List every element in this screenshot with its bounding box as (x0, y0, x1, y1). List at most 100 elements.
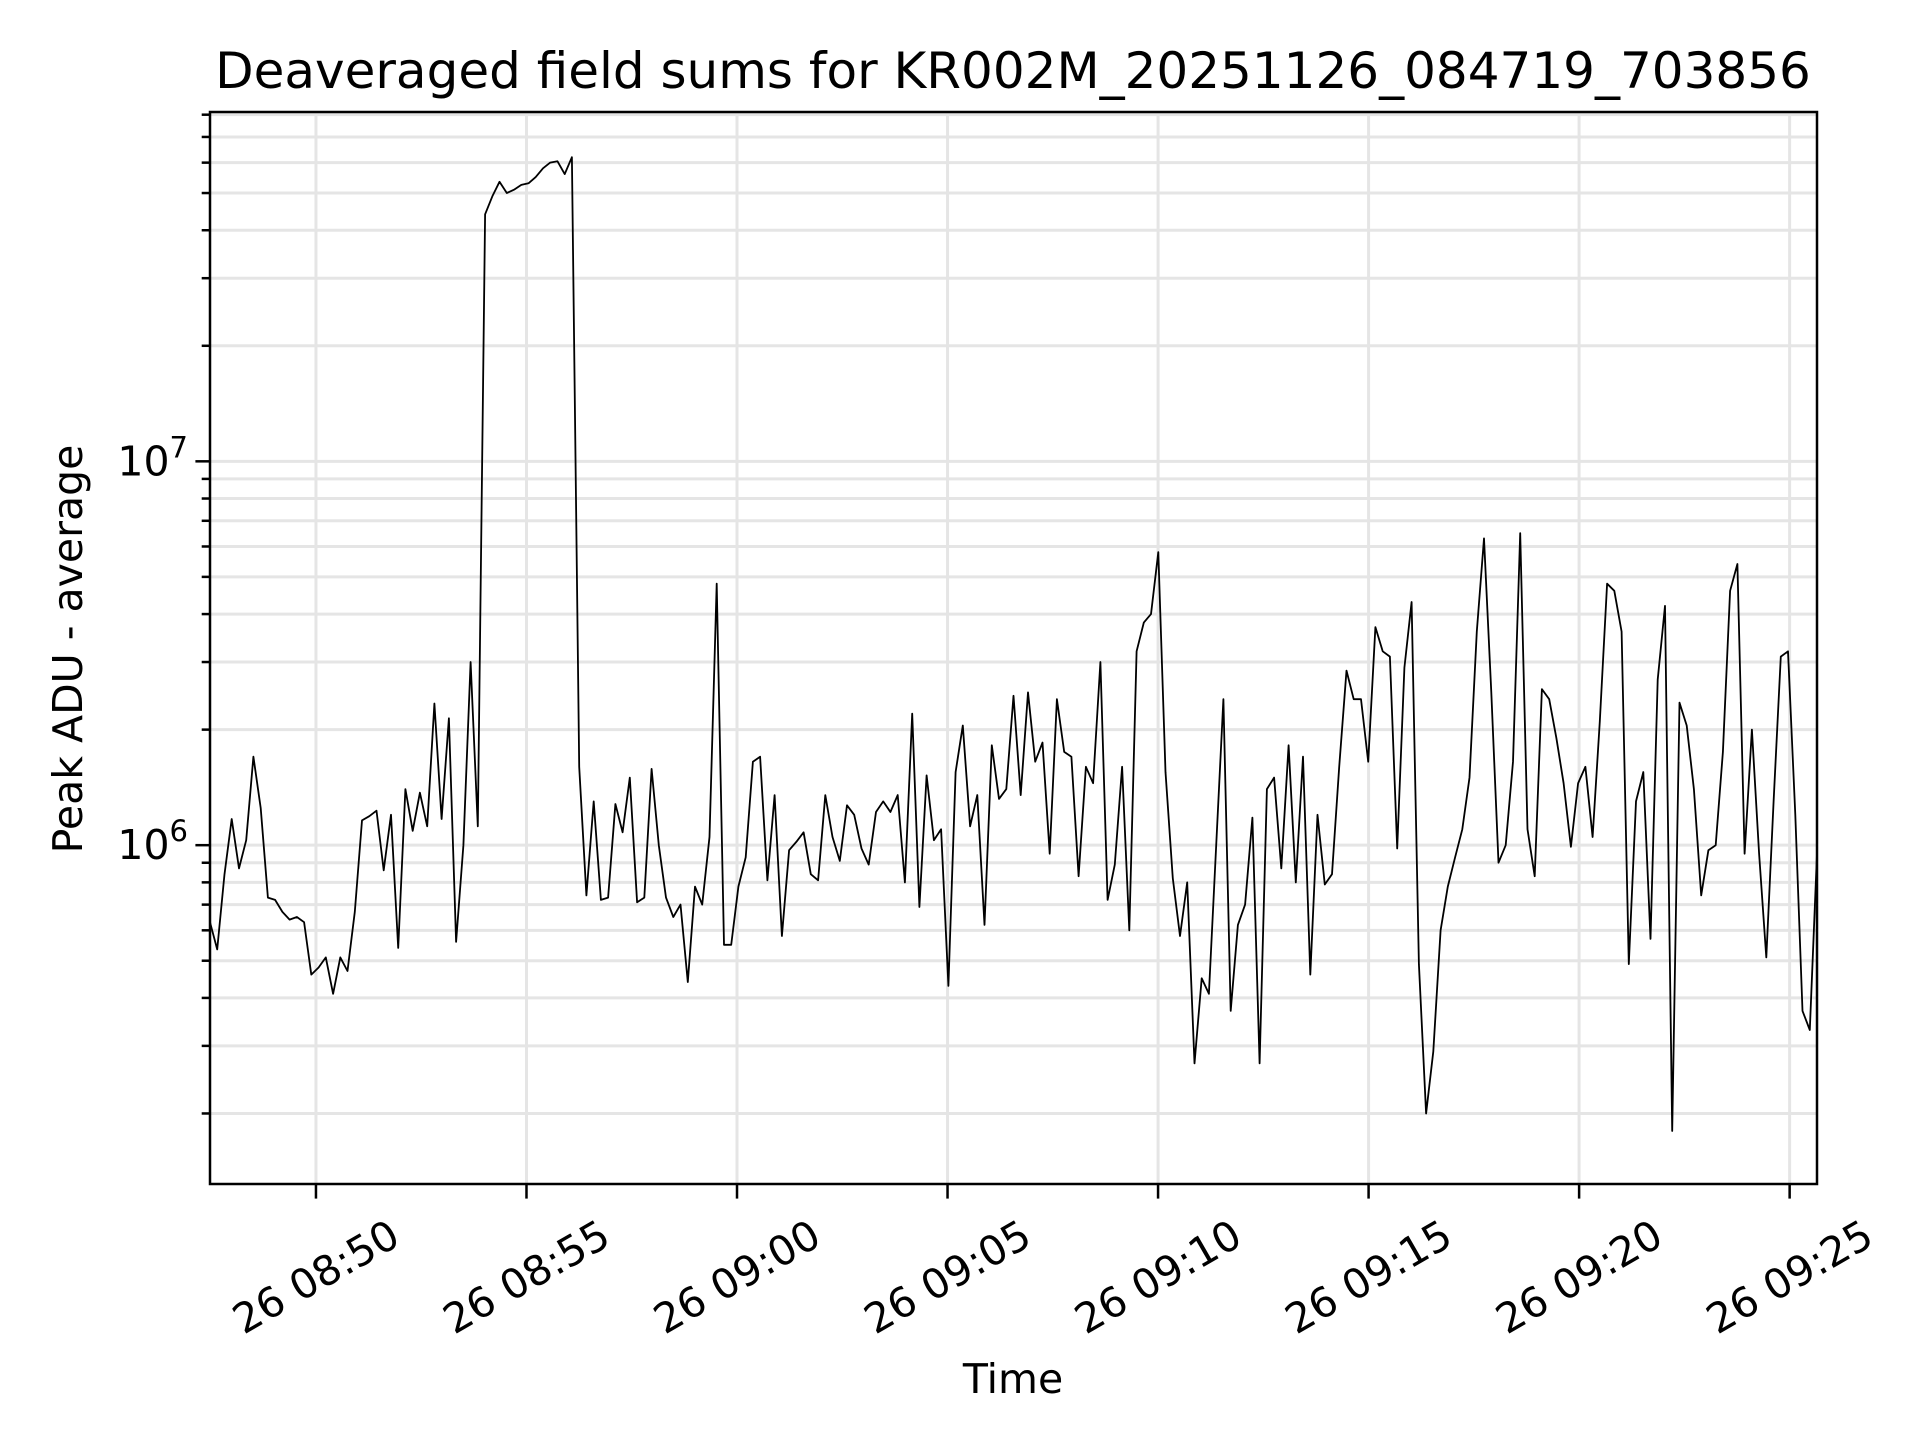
data-point (1454, 856, 1456, 858)
data-point (1403, 667, 1405, 669)
data-point (1548, 698, 1550, 700)
data-point (1599, 721, 1601, 723)
data-point (564, 173, 566, 175)
data-point (441, 818, 443, 820)
data-point (1584, 766, 1586, 768)
data-point (1671, 1130, 1673, 1132)
data-point (1758, 853, 1760, 855)
data-point (832, 836, 834, 838)
data-point (810, 873, 812, 875)
data-point (643, 897, 645, 899)
data-point (716, 583, 718, 585)
data-point (1490, 692, 1492, 694)
data-point (361, 820, 363, 822)
data-point (672, 916, 674, 918)
data-point (1071, 756, 1073, 758)
data-point (766, 879, 768, 881)
data-point (745, 856, 747, 858)
data-point (1201, 977, 1203, 979)
chart-title: Deaveraged field sums for KR002M_2025112… (215, 42, 1811, 100)
data-point (1027, 692, 1029, 694)
data-point (1259, 1063, 1261, 1065)
data-point (1389, 656, 1391, 658)
data-point (325, 957, 327, 959)
y-tick-label: 107 (117, 430, 188, 485)
data-point (397, 947, 399, 949)
data-point (484, 213, 486, 215)
data-point (434, 703, 436, 705)
data-point (1208, 993, 1210, 995)
x-tick-label: 26 09:05 (856, 1210, 1039, 1343)
data-point (846, 804, 848, 806)
data-point (1794, 814, 1796, 816)
data-point (1534, 875, 1536, 877)
data-point (962, 725, 964, 727)
data-point (1469, 777, 1471, 779)
data-point (803, 831, 805, 833)
data-point (680, 904, 682, 906)
data-point (1527, 828, 1529, 830)
data-point (969, 825, 971, 827)
data-point (1266, 788, 1268, 790)
data-point (1650, 938, 1652, 940)
data-point (839, 860, 841, 862)
data-point (245, 839, 247, 841)
data-point (1360, 698, 1362, 700)
data-point (759, 756, 761, 758)
y-tick-exponent: 7 (170, 430, 188, 464)
data-point (1722, 751, 1724, 753)
data-point (1309, 974, 1311, 976)
data-point (1483, 537, 1485, 539)
data-point (991, 744, 993, 746)
data-point (1338, 766, 1340, 768)
data-point (1005, 788, 1007, 790)
data-point (1273, 777, 1275, 779)
data-point (781, 935, 783, 937)
data-point (1251, 817, 1253, 819)
data-point (1606, 583, 1608, 585)
data-point (253, 756, 255, 758)
data-point (824, 794, 826, 796)
data-point (875, 811, 877, 813)
data-point (542, 167, 544, 169)
data-point (1396, 848, 1398, 850)
data-point (1157, 551, 1159, 553)
data-point (1679, 702, 1681, 704)
data-point (1172, 877, 1174, 879)
y-axis-label: Peak ADU - average (44, 445, 92, 854)
data-point (1215, 844, 1217, 846)
data-point (1295, 881, 1297, 883)
data-point (1056, 698, 1058, 700)
data-point (491, 196, 493, 198)
data-point (1353, 698, 1355, 700)
data-point (882, 801, 884, 803)
x-tick-label: 26 08:55 (435, 1210, 618, 1343)
data-point (470, 661, 472, 663)
data-point (1592, 836, 1594, 838)
data-point (926, 774, 928, 776)
data-point (1280, 867, 1282, 869)
data-point (709, 836, 711, 838)
data-point (1729, 590, 1731, 592)
data-point (897, 794, 899, 796)
data-point (1331, 873, 1333, 875)
data-point (1418, 963, 1420, 965)
data-point (1642, 771, 1644, 773)
data-point (419, 792, 421, 794)
data-point (1447, 886, 1449, 888)
data-point (1787, 650, 1789, 652)
data-point (549, 162, 551, 164)
data-point (1425, 1113, 1427, 1115)
data-point (1664, 605, 1666, 607)
data-point (1020, 794, 1022, 796)
data-point (984, 924, 986, 926)
data-point (1107, 899, 1109, 901)
data-point (600, 899, 602, 901)
x-axis-label: Time (962, 1355, 1063, 1403)
data-point (998, 798, 1000, 800)
data-point (1302, 756, 1304, 758)
data-point (622, 831, 624, 833)
data-point (376, 810, 378, 812)
data-point (1237, 924, 1239, 926)
data-point (817, 879, 819, 881)
